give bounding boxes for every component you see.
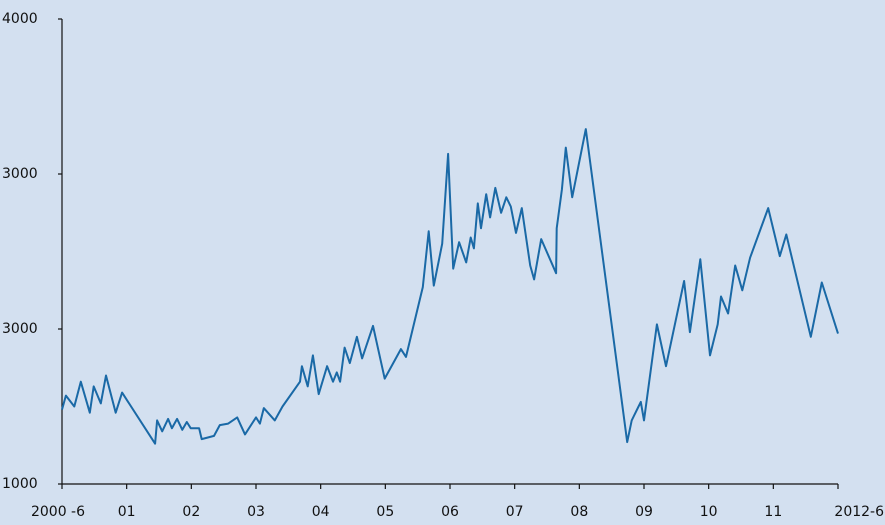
x-tick-label: 11 [764,504,782,520]
x-tick-label: 10 [700,504,718,520]
x-tick-label: 06 [441,504,459,520]
x-tick-label: 02 [182,504,200,520]
x-tick-label: 01 [118,504,136,520]
x-tick-label: 04 [312,504,330,520]
y-tick-label: 4000 [2,11,38,27]
y-tick-label: 1000 [2,476,38,492]
x-tick-label: 2012-6 [834,504,884,520]
x-tick-label: 05 [376,504,394,520]
x-tick-label: 08 [570,504,588,520]
x-tick-label: 03 [247,504,265,520]
y-tick-label: 3000 [2,321,38,337]
y-tick-label: 3000 [2,166,38,182]
x-tick-label: 2000 -6 [31,504,85,520]
x-tick-label: 07 [506,504,524,520]
x-tick-label: 09 [635,504,653,520]
line-series [61,128,839,445]
